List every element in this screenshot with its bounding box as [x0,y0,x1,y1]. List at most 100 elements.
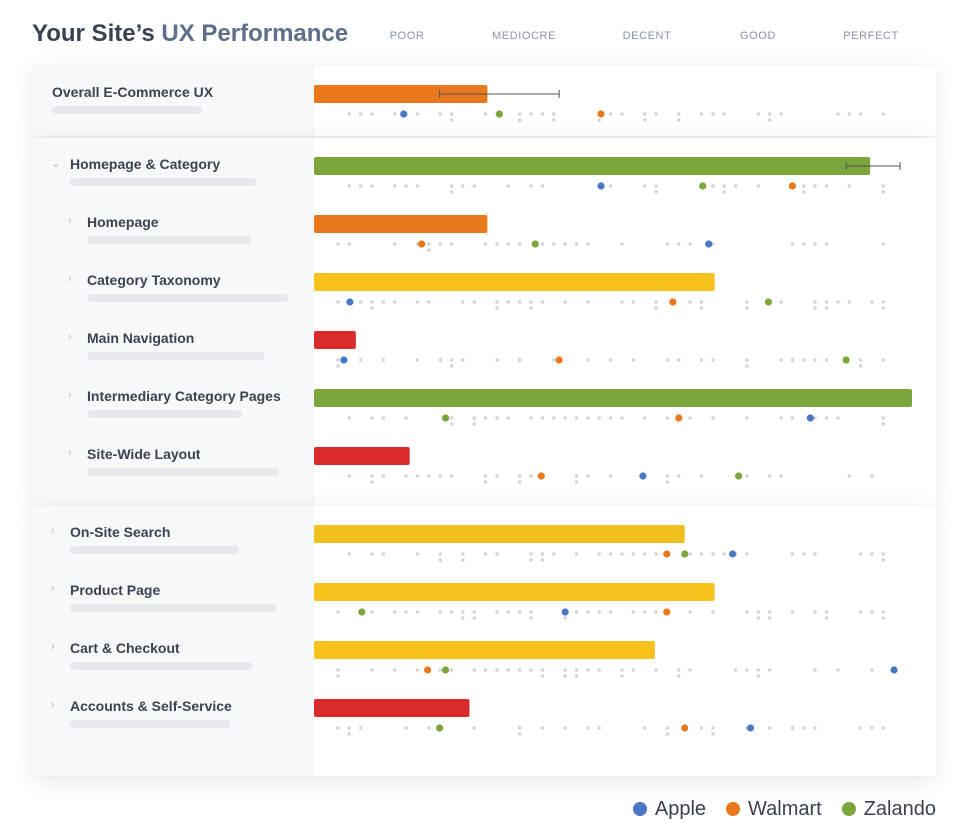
apple-dot [890,666,898,674]
comparison-dot [461,616,465,620]
comparison-dot [597,416,601,420]
comparison-dot [881,112,885,116]
comparison-dot [847,300,851,304]
comparison-dot [790,242,795,246]
comparison-dot [836,416,840,420]
comparison-dot [881,242,885,246]
comparison-dot [518,610,522,614]
comparison-dot [404,416,408,420]
chevron-right-icon[interactable]: › [68,447,72,459]
row-label[interactable]: Category Taxonomy [87,272,221,288]
comparison-dot [722,552,726,556]
comparison-dot [631,358,636,362]
row-label[interactable]: On-Site Search [70,524,171,540]
comparison-dot [495,610,499,614]
comparison-dot [358,112,363,116]
chevron-right-icon[interactable]: › [68,215,72,227]
comparison-dot [608,552,613,556]
comparison-dot [699,552,704,556]
chevron-right-icon[interactable]: › [51,641,55,653]
comparison-dot [529,300,533,304]
row-label[interactable]: Homepage & Category [70,156,221,172]
comparison-dot [870,726,874,730]
row-label[interactable]: Intermediary Category Pages [87,388,281,404]
comparison-dot [813,668,817,672]
comparison-dot [654,306,658,310]
comparison-dot [620,242,624,246]
comparison-dot [597,610,601,614]
comparison-dot [415,474,420,478]
comparison-dot [779,474,783,478]
comparison-dot [711,552,715,556]
chevron-right-icon[interactable]: › [51,525,55,537]
comparison-dot [597,668,601,672]
comparison-dot [586,610,590,614]
row-label[interactable]: Main Navigation [87,330,195,346]
comparison-dot [393,184,397,188]
comparison-dot [631,668,636,672]
comparison-dot [745,416,749,420]
comparison-dot [574,242,579,246]
comparison-dot [722,184,726,188]
apple-dot [340,356,348,364]
comparison-dot [802,242,806,246]
apple-dot [746,724,755,732]
comparison-dot [495,358,499,362]
comparison-dot [540,184,545,188]
comparison-dot [415,552,420,556]
comparison-dot [415,300,420,304]
comparison-dot [529,552,533,556]
comparison-dot [336,364,340,368]
comparison-dot [790,358,795,362]
row-label[interactable]: Homepage [87,214,159,230]
chevron-down-icon[interactable]: ⌄ [51,158,61,170]
comparison-dot [767,616,772,620]
comparison-dot [552,416,556,420]
comparison-dot [483,480,488,484]
comparison-dot [438,474,442,478]
comparison-dot [404,474,408,478]
row-label[interactable]: Site-Wide Layout [87,446,201,462]
comparison-dot [506,416,511,420]
comparison-dot [370,112,374,116]
row-subtitle-placeholder [70,720,230,728]
comparison-dot [688,668,692,672]
comparison-dot [518,358,522,362]
comparison-dot [461,358,465,362]
comparison-dot [836,668,840,672]
comparison-dot [586,242,590,246]
comparison-dot [495,474,499,478]
comparison-dot [881,300,885,304]
walmart-dot [424,666,432,674]
comparison-dot [699,474,704,478]
comparison-dot [381,358,386,362]
row-label[interactable]: Cart & Checkout [70,640,180,656]
comparison-dot [506,300,511,304]
comparison-dot [449,416,454,420]
comparison-dot [518,300,522,304]
chevron-right-icon[interactable]: › [51,583,55,595]
comparison-dot [574,674,579,678]
comparison-dot [370,306,374,310]
chevron-right-icon[interactable]: › [68,273,72,285]
comparison-dot [597,552,601,556]
chevron-right-icon[interactable]: › [68,389,72,401]
comparison-dot [722,190,726,194]
title-prefix: Your Site’s [32,20,155,47]
chevron-right-icon[interactable]: › [68,331,72,343]
comparison-dot [790,610,795,614]
comparison-dot [881,558,885,562]
comparison-dot [415,668,420,672]
row-label[interactable]: Product Page [70,582,161,598]
comparison-dot [472,668,476,672]
comparison-dot [495,306,499,310]
comparison-dot [336,242,340,246]
comparison-dot [858,610,863,614]
comparison-dot [745,364,749,368]
comparison-dot [540,726,545,730]
chevron-right-icon[interactable]: › [51,699,55,711]
row-label[interactable]: Accounts & Self-Service [70,698,232,714]
comparison-dot [642,184,647,188]
comparison-dot [415,184,420,188]
comparison-dot [790,552,795,556]
